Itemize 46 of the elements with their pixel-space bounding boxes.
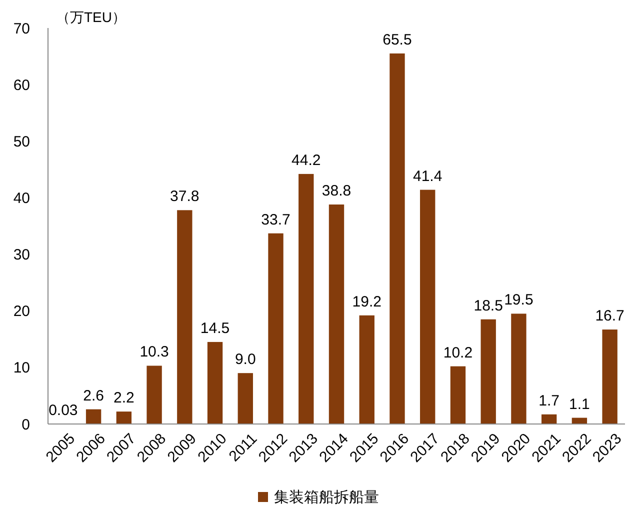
bar [207, 342, 223, 424]
y-tick-label: 10 [13, 360, 30, 377]
data-label: 19.5 [504, 292, 534, 309]
data-label: 44.2 [292, 152, 321, 169]
data-label: 0.03 [48, 402, 78, 419]
y-tick-label: 70 [13, 20, 30, 38]
data-label: 1.7 [538, 392, 560, 410]
bar [146, 366, 162, 424]
data-label: 2.6 [83, 387, 104, 404]
bar [541, 414, 557, 424]
bar [177, 210, 192, 424]
bar [511, 314, 526, 424]
bar [480, 319, 496, 424]
y-tick-label: 0 [22, 416, 30, 434]
bar [602, 330, 618, 424]
y-tick-label: 30 [13, 246, 30, 264]
data-label: 65.5 [382, 31, 412, 48]
legend-label: 集装箱船拆船量 [274, 488, 379, 506]
data-label: 18.5 [474, 297, 503, 314]
bar [238, 373, 253, 424]
bar [86, 409, 102, 424]
data-label: 10.3 [140, 344, 169, 361]
bar [268, 233, 284, 424]
bar [450, 366, 466, 424]
data-label: 38.8 [322, 182, 352, 200]
y-tick-label: 60 [13, 76, 30, 94]
bar [420, 190, 436, 424]
bar [116, 412, 132, 424]
y-tick-label: 50 [13, 133, 30, 150]
data-label: 41.4 [413, 168, 442, 185]
data-label: 10.2 [443, 344, 473, 362]
data-label: 2.2 [113, 390, 134, 407]
bar [298, 174, 314, 424]
data-label: 1.1 [569, 396, 590, 413]
data-label: 19.2 [352, 293, 382, 310]
data-label: 37.8 [170, 188, 200, 206]
data-label: 14.5 [200, 320, 230, 337]
bar [359, 315, 374, 424]
y-tick-label: 40 [13, 190, 30, 207]
y-tick-label: 20 [13, 303, 30, 320]
data-label: 16.7 [595, 308, 624, 325]
bar [390, 53, 405, 424]
y-axis-title: （万TEU） [56, 9, 126, 25]
bar [328, 204, 344, 424]
data-label: 9.0 [234, 351, 256, 368]
data-label: 33.7 [261, 211, 290, 228]
